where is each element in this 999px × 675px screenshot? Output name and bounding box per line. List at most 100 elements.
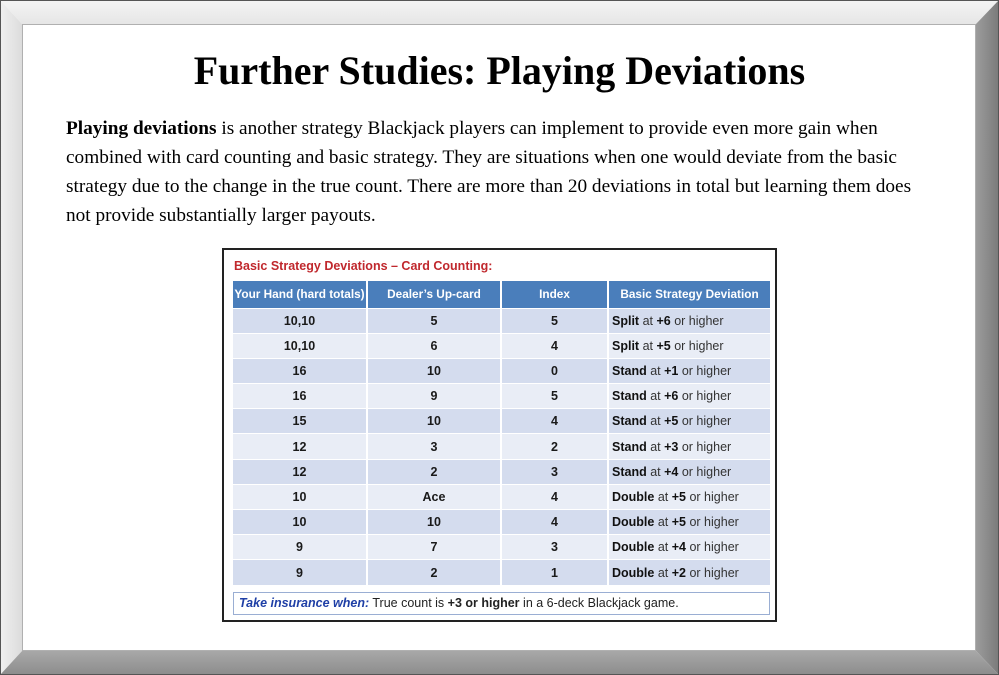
deviation-tail: or higher: [678, 464, 732, 479]
dealer-cell: 10: [367, 508, 502, 535]
deviation-cell: Double at +4 or higher: [608, 534, 770, 560]
hand-cell: 15: [233, 408, 368, 434]
dealer-cell: 10: [367, 357, 502, 384]
paragraph-bold: Playing deviations: [66, 118, 217, 139]
dealer-cell: 2: [367, 559, 502, 586]
deviation-tail: or higher: [678, 414, 732, 429]
deviation-cell: Stand at +5 or higher: [608, 408, 770, 434]
header-dealer: Dealer’s Up-card: [367, 281, 502, 308]
dealer-cell: 9: [367, 383, 502, 409]
slide-paragraph: Playing deviations is another strategy B…: [66, 114, 936, 230]
deviation-action: Stand: [612, 464, 647, 479]
deviation-tail: or higher: [678, 363, 732, 378]
dealer-cell: 5: [367, 307, 502, 334]
deviation-count: +5: [671, 515, 686, 530]
table-row: 16 10 0 Stand at +1 or higher: [233, 357, 770, 384]
index-cell: 4: [501, 408, 609, 434]
index-cell: 4: [501, 508, 609, 535]
table-row: 10,10 6 4 Split at +5 or higher: [233, 332, 770, 359]
deviation-at: at: [639, 338, 657, 353]
deviation-action: Split: [612, 313, 640, 328]
deviation-at: at: [654, 489, 672, 504]
table-header-row: Your Hand (hard totals) Dealer’s Up-card…: [233, 281, 770, 308]
deviation-action: Stand: [612, 363, 647, 378]
header-hand: Your Hand (hard totals): [233, 281, 368, 308]
dealer-cell: 3: [367, 433, 502, 460]
deviation-count: +4: [664, 464, 679, 479]
note-emphasis: +3 or higher: [447, 596, 520, 611]
deviation-cell: Split at +6 or higher: [608, 307, 770, 334]
deviation-count: +5: [656, 338, 671, 353]
dealer-cell: Ace: [367, 483, 502, 510]
deviation-at: at: [654, 515, 672, 530]
deviation-tail: or higher: [686, 515, 739, 530]
deviation-cell: Stand at +3 or higher: [608, 433, 770, 460]
deviation-count: +5: [664, 414, 679, 429]
note-mid: True count is: [369, 596, 448, 611]
hand-cell: 10: [233, 508, 368, 535]
hand-cell: 10,10: [233, 307, 368, 334]
table-row: 10,10 5 5 Split at +6 or higher: [233, 307, 770, 334]
dealer-cell: 7: [367, 534, 502, 560]
deviation-tail: or higher: [686, 489, 739, 504]
deviation-action: Stand: [612, 439, 647, 454]
deviation-tail: or higher: [670, 338, 724, 353]
table-row: 9 7 3 Double at +4 or higher: [233, 534, 770, 560]
hand-cell: 9: [233, 559, 368, 586]
deviation-tail: or higher: [686, 565, 739, 580]
deviation-count: +2: [671, 565, 686, 580]
deviation-at: at: [646, 439, 665, 454]
deviation-tail: or higher: [678, 389, 732, 404]
index-cell: 3: [501, 458, 609, 485]
deviation-count: +6: [656, 313, 671, 328]
bevel-top: [0, 0, 999, 24]
deviation-tail: or higher: [678, 439, 732, 454]
header-index: Index: [501, 281, 609, 308]
bevel-left: [0, 0, 22, 675]
dealer-cell: 10: [367, 408, 502, 434]
deviation-count: +6: [664, 389, 679, 404]
hand-cell: 9: [233, 534, 368, 560]
deviation-at: at: [654, 565, 672, 580]
deviation-count: +5: [671, 489, 686, 504]
hand-cell: 16: [233, 383, 368, 409]
note-tail: in a 6-deck Blackjack game.: [519, 596, 679, 611]
deviation-action: Double: [612, 515, 655, 530]
deviation-at: at: [639, 313, 657, 328]
hand-cell: 10,10: [233, 332, 368, 359]
table-row: 9 2 1 Double at +2 or higher: [233, 559, 770, 586]
deviation-at: at: [646, 464, 665, 479]
index-cell: 4: [501, 483, 609, 510]
table-row: 12 2 3 Stand at +4 or higher: [233, 458, 770, 485]
bevel-bottom: [0, 651, 999, 675]
slide-title: Further Studies: Playing Deviations: [193, 48, 806, 93]
deviation-cell: Double at +5 or higher: [608, 483, 770, 510]
deviation-cell: Split at +5 or higher: [608, 332, 770, 359]
deviation-at: at: [646, 389, 665, 404]
deviations-table-image: Basic Strategy Deviations – Card Countin…: [222, 248, 777, 622]
dealer-cell: 6: [367, 332, 502, 359]
table-row: 12 3 2 Stand at +3 or higher: [233, 433, 770, 460]
deviation-cell: Double at +5 or higher: [608, 508, 770, 535]
hand-cell: 12: [233, 458, 368, 485]
deviation-at: at: [646, 414, 665, 429]
deviation-action: Stand: [612, 414, 647, 429]
table-row: 15 10 4 Stand at +5 or higher: [233, 408, 770, 434]
hand-cell: 12: [233, 433, 368, 460]
deviation-action: Stand: [612, 389, 647, 404]
deviation-at: at: [654, 540, 672, 555]
deviation-action: Double: [612, 489, 655, 504]
table-caption: Basic Strategy Deviations – Card Countin…: [234, 259, 493, 273]
bevel-right: [976, 0, 999, 675]
deviation-at: at: [646, 363, 665, 378]
header-deviation: Basic Strategy Deviation: [608, 281, 770, 308]
deviations-table: Your Hand (hard totals) Dealer’s Up-card…: [233, 281, 770, 586]
hand-cell: 16: [233, 357, 368, 384]
table-row: 10 10 4 Double at +5 or higher: [233, 508, 770, 535]
deviation-action: Split: [612, 338, 640, 353]
deviation-count: +3: [664, 439, 679, 454]
deviation-cell: Double at +2 or higher: [608, 559, 770, 586]
index-cell: 5: [501, 383, 609, 409]
deviation-action: Double: [612, 565, 655, 580]
